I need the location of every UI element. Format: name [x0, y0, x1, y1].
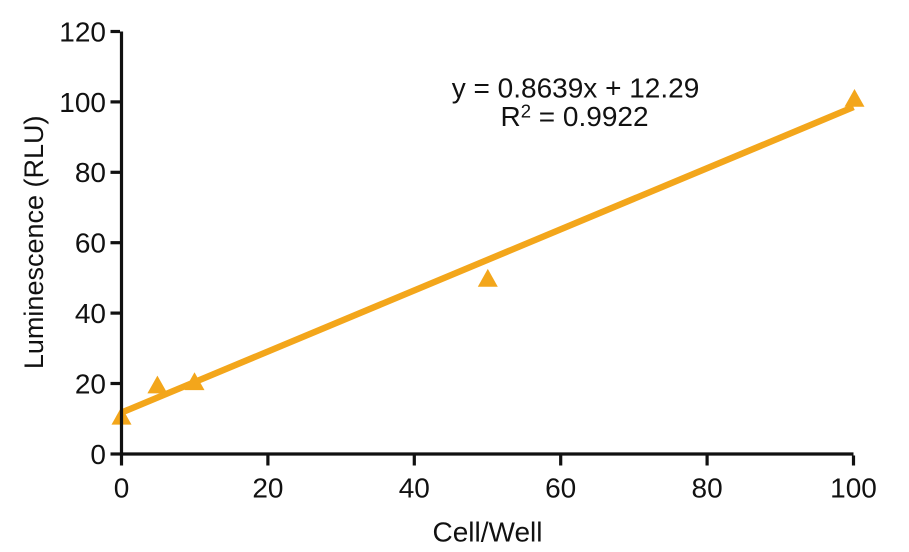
svg-text:20: 20: [75, 368, 106, 399]
svg-text:40: 40: [75, 298, 106, 329]
svg-text:0: 0: [114, 473, 130, 504]
svg-text:y = 0.8639x + 12.29: y = 0.8639x + 12.29: [452, 73, 700, 104]
svg-text:Cell/Well: Cell/Well: [433, 516, 543, 547]
svg-text:Luminescence (RLU): Luminescence (RLU): [19, 115, 49, 369]
svg-text:100: 100: [830, 473, 877, 504]
svg-text:0: 0: [90, 439, 106, 470]
svg-text:R2 = 0.9922: R2 = 0.9922: [500, 101, 648, 132]
svg-text:80: 80: [692, 473, 723, 504]
svg-text:60: 60: [545, 473, 576, 504]
svg-text:80: 80: [75, 157, 106, 188]
svg-text:60: 60: [75, 228, 106, 259]
svg-text:120: 120: [59, 16, 106, 47]
svg-text:20: 20: [252, 473, 283, 504]
svg-text:100: 100: [59, 87, 106, 118]
svg-text:40: 40: [399, 473, 430, 504]
